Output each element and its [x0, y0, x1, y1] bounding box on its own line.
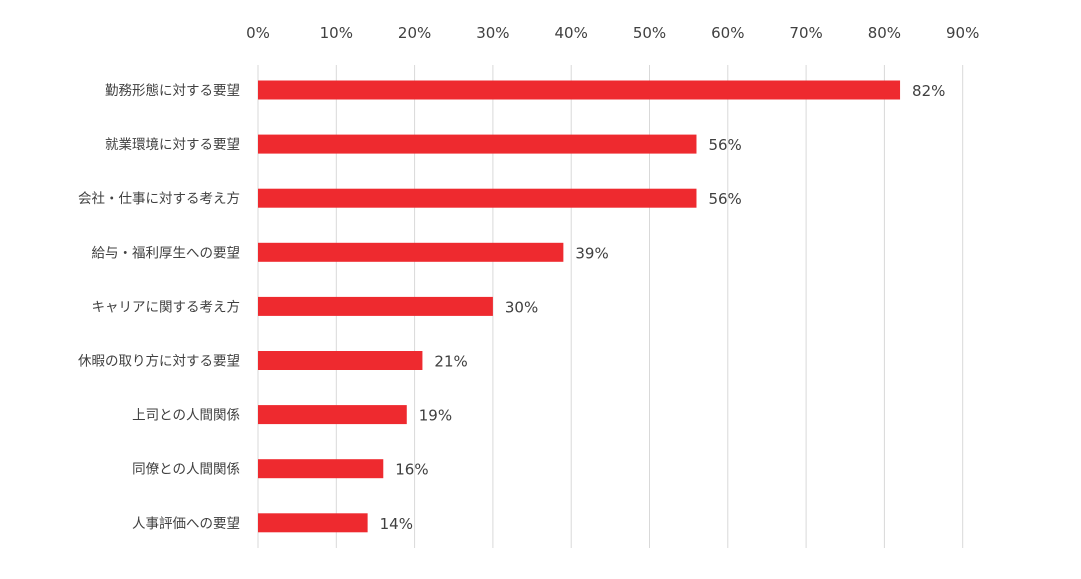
category-label: キャリアに関する考え方: [92, 299, 241, 315]
x-tick-label: 90%: [946, 24, 979, 42]
x-tick-label: 0%: [246, 24, 270, 42]
bar: [258, 513, 368, 533]
bar: [258, 188, 697, 208]
x-tick-label: 60%: [711, 24, 744, 42]
data-label: 56%: [708, 190, 741, 208]
data-label: 16%: [395, 461, 428, 479]
bar: [258, 459, 384, 479]
bar: [258, 134, 697, 154]
data-label: 30%: [505, 298, 538, 316]
data-label: 39%: [575, 244, 608, 262]
data-label: 56%: [708, 136, 741, 154]
bar: [258, 80, 901, 100]
bar: [258, 351, 423, 370]
category-label: 休暇の取り方に対する要望: [78, 354, 240, 370]
x-tick-label: 40%: [555, 24, 588, 42]
bar: [258, 405, 407, 425]
category-label: 勤務形態に対する要望: [105, 83, 240, 99]
category-label: 給与・福利厚生への要望: [92, 245, 241, 261]
bars: [258, 80, 901, 533]
x-tick-label: 20%: [398, 24, 431, 42]
category-label: 就業環境に対する要望: [105, 137, 240, 153]
bar: [258, 242, 564, 262]
data-labels: 82% 56% 56% 39% 30% 21% 19% 16% 14%: [380, 82, 946, 533]
category-label: 人事評価への要望: [132, 516, 240, 532]
category-label: 同僚との人間関係: [132, 462, 240, 478]
x-tick-label: 50%: [633, 24, 666, 42]
x-tick-label: 70%: [789, 24, 822, 42]
data-label: 19%: [419, 407, 452, 425]
category-label: 会社・仕事に対する考え方: [78, 191, 240, 207]
x-axis-ticks: 0% 10% 20% 30% 40% 50% 60% 70% 80% 90%: [246, 24, 979, 42]
data-label: 82%: [912, 82, 945, 100]
x-tick-label: 10%: [320, 24, 353, 42]
data-label: 14%: [380, 515, 413, 533]
x-tick-label: 30%: [476, 24, 509, 42]
bar: [258, 296, 493, 316]
data-label: 21%: [434, 353, 467, 371]
category-labels: 勤務形態に対する要望就業環境に対する要望会社・仕事に対する考え方給与・福利厚生へ…: [78, 83, 240, 532]
x-tick-label: 80%: [868, 24, 901, 42]
category-label: 上司との人間関係: [132, 408, 240, 424]
